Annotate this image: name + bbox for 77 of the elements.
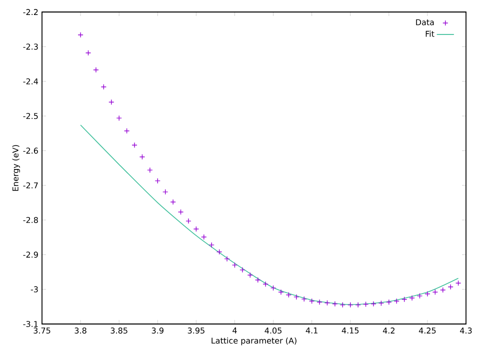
point [108,99,114,105]
x-tick-label: 3.85 [110,328,128,334]
point [178,209,184,215]
y-tick-label: -2.5 [23,112,38,120]
x-tick-label: 4.3 [460,328,472,334]
y-axis-title: Energy (eV) [12,145,20,191]
point [294,294,300,300]
point [332,301,338,307]
point [139,154,146,160]
point [232,262,238,268]
point [93,67,99,73]
point [409,295,415,301]
point [316,299,322,306]
point [240,267,246,273]
point [286,292,292,298]
point [348,302,354,308]
point [324,300,330,306]
x-tick-label: 4.05 [264,328,282,334]
x-tick-label: 4 [232,328,237,334]
y-tick-label: -2.3 [23,44,38,50]
point [100,84,107,90]
point [355,302,361,308]
point [432,289,438,295]
point [193,226,200,232]
y-tick-label: -2.8 [23,216,38,224]
point [448,284,454,290]
point [440,287,446,293]
point [278,289,284,295]
point [208,242,214,248]
x-axis-title: Lattice parameter (A) [212,337,296,346]
point [378,300,384,306]
x-tick-label: 3.95 [188,328,204,334]
point [162,189,168,195]
point [85,50,92,56]
point [270,285,276,291]
y-tick-label: -3 [30,286,38,292]
point [401,296,408,302]
point [170,199,176,205]
point [201,234,207,240]
x-tick-label: 3.75 [34,328,50,334]
point [301,296,307,302]
point [394,298,400,304]
y-tick-label: -2.6 [23,148,38,154]
legend-label: Data [416,19,434,26]
point [224,256,230,262]
legend-label: Fit [426,30,434,37]
y-tick-label: -3.1 [23,320,38,328]
point [262,281,268,287]
y-tick-label: -2.7 [23,182,38,188]
point [255,277,261,283]
point [216,249,222,255]
y-tick-label: -2.2 [23,9,38,15]
point [370,301,376,307]
x-tick-label: 4.1 [306,328,318,334]
point [455,280,462,286]
point [116,115,122,121]
point [416,293,423,299]
point [186,218,192,224]
point [340,302,346,308]
line-series [80,124,459,305]
y-tick-label: -2.9 [23,252,38,258]
point [78,32,84,38]
x-tick-label: 3.9 [152,328,164,334]
point [154,178,160,184]
x-tick-label: 4.15 [342,328,359,334]
point [362,301,369,308]
point [386,299,392,306]
x-tick-label: 3.8 [74,328,86,334]
point [132,142,138,148]
y-tick-label: -2.4 [23,78,38,84]
point [308,298,315,304]
x-tick-label: 4.25 [418,328,436,334]
x-tick-label: 4.2 [382,328,394,334]
point [247,272,253,278]
point [124,128,130,134]
point [424,290,430,297]
point [147,167,153,173]
